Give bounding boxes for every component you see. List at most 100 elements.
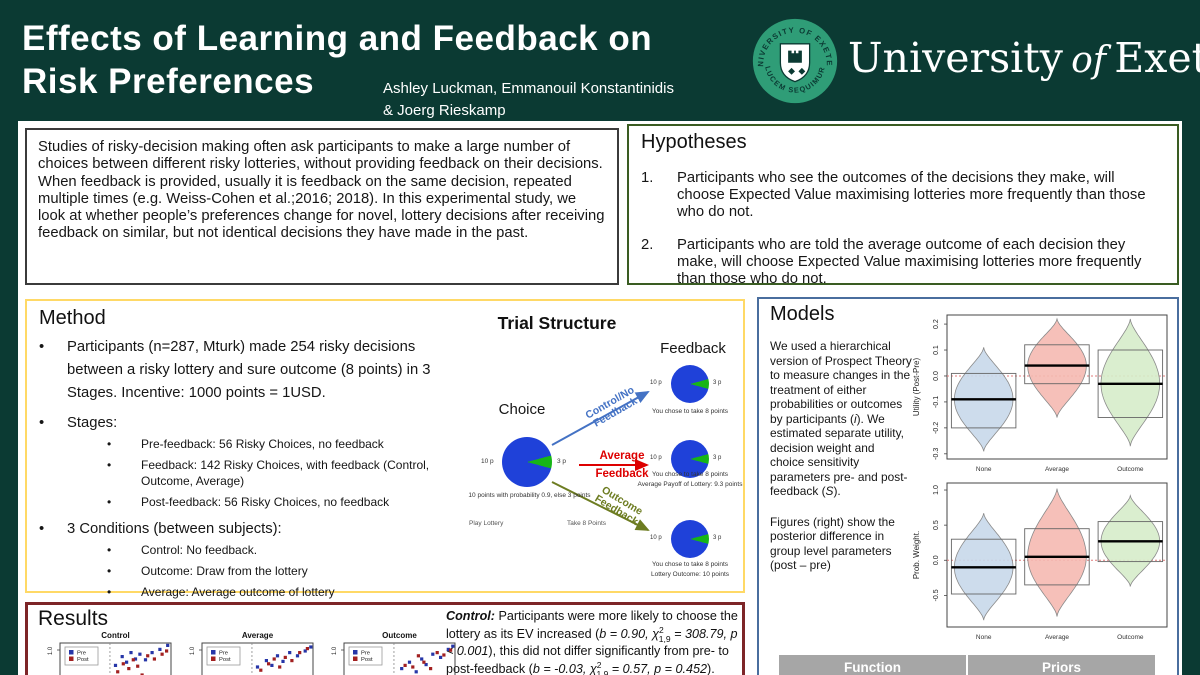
pie-label-10p: 10 p xyxy=(481,458,494,465)
average-arrow-label-top: Average xyxy=(599,450,645,462)
pie-label-3p: 3 p xyxy=(713,535,722,541)
play-lottery-button: Play Lottery xyxy=(469,520,504,527)
svg-text:0.0: 0.0 xyxy=(933,371,940,381)
method-condition-item: • Control: No feedback. xyxy=(107,542,437,558)
method-condition-item: • Average: Average outcome of lottery xyxy=(107,584,437,600)
chi-square-symbol: χ xyxy=(652,627,660,642)
svg-text:Post: Post xyxy=(77,657,89,663)
scatter-plot-outcome: Outcome 1.0 Pre Post xyxy=(320,629,460,675)
control-feedback-arrow xyxy=(551,391,650,446)
feedback-pie-average xyxy=(671,440,709,478)
feedback-control-caption: You chose to take 8 points xyxy=(651,408,728,415)
university-crest-logo: UNIVERSITY OF EXETER · LUCEM SEQUIMUR · xyxy=(749,11,838,104)
method-bullet-participants: • Participants (n=287, Mturk) made 254 r… xyxy=(39,336,449,405)
svg-text:1.0: 1.0 xyxy=(332,646,338,655)
svg-text:Average: Average xyxy=(1045,466,1069,473)
pie-label-3p: 3 p xyxy=(557,458,567,465)
svg-text:0.0: 0.0 xyxy=(933,555,940,565)
svg-text:Pre: Pre xyxy=(77,651,86,657)
method-bullet-text: Participants (n=287, Mturk) made 254 ris… xyxy=(67,339,431,401)
method-stage-item: • Pre-feedback: 56 Risky Choices, no fee… xyxy=(107,436,437,452)
introduction-box: Studies of risky-decision making often a… xyxy=(25,128,619,285)
method-stage-item: • Feedback: 142 Risky Choices, with feed… xyxy=(107,457,437,489)
svg-text:1.0: 1.0 xyxy=(190,646,196,655)
models-heading: Models xyxy=(770,303,835,325)
hypothesis-text: Participants who are told the average ou… xyxy=(677,237,1142,288)
poster-title-line1: Effects of Learning and Feedback on xyxy=(22,19,653,58)
choice-pie-caption: 10 points with probability 0.9, else 3 p… xyxy=(468,492,591,499)
prob-weight-violin-plot: 1.0 0.5 0.0 -0.5 Prob. Weight. None Average Out… xyxy=(909,477,1175,648)
stage-text: Pre-feedback: 56 Risky Choices, no feedb… xyxy=(141,436,384,451)
trial-structure-title: Trial Structure xyxy=(497,313,617,333)
models-paragraph-2: Figures (right) show the posterior diffe… xyxy=(770,514,895,573)
models-description: We used a hierarchical version of Prospe… xyxy=(770,339,912,589)
svg-text:Average: Average xyxy=(1045,634,1069,641)
trial-structure-diagram: Trial Structure Feedback Choice Control/… xyxy=(447,307,745,589)
wordmark-exeter: Exeter xyxy=(1114,34,1200,82)
hypothesis-item: 1. Participants who see the outcomes of … xyxy=(641,170,1165,221)
condition-text: Control: No feedback. xyxy=(141,542,258,557)
poster-title: Effects of Learning and Feedback on Risk… xyxy=(22,18,652,103)
svg-text:Pre: Pre xyxy=(219,651,228,657)
introduction-text: Studies of risky-decision making often a… xyxy=(38,139,605,242)
feedback-average-caption: You chose to take 8 points Average Payof… xyxy=(637,471,743,488)
authors-line1: Ashley Luckman, Emmanouil Konstantinidis xyxy=(383,80,674,97)
svg-text:-0.1: -0.1 xyxy=(933,396,940,408)
svg-text:Prob. Weight.: Prob. Weight. xyxy=(912,531,921,579)
svg-text:Post: Post xyxy=(361,657,373,663)
method-bullet-text: 3 Conditions (between subjects): xyxy=(67,520,282,537)
svg-text:Control: Control xyxy=(101,631,129,640)
svg-text:Outcome: Outcome xyxy=(382,631,417,640)
university-wordmark: University of Exeter xyxy=(848,34,1200,82)
authors-line2: & Joerg Rieskamp xyxy=(383,101,506,119)
models-paragraph-1: We used a hierarchical version of Prospe… xyxy=(770,339,912,499)
average-arrow-label-bottom: Feedback xyxy=(595,468,649,480)
svg-text:Average: Average xyxy=(242,631,274,640)
svg-text:0.2: 0.2 xyxy=(933,319,940,329)
bullet-glyph: • xyxy=(107,457,112,472)
scatter-plot-control: Control 1.0 Pre Post xyxy=(36,629,176,675)
utility-violin-plot: 0.2 0.1 0.0 -0.1 -0.2 -0.3 Utility (Post-Pre) N… xyxy=(909,309,1175,480)
bullet-glyph: • xyxy=(107,542,112,557)
svg-text:None: None xyxy=(976,634,992,641)
method-bullet-conditions: • 3 Conditions (between subjects): xyxy=(39,521,731,537)
pie-label-10p: 10 p xyxy=(650,535,662,541)
feedback-column-label: Feedback xyxy=(660,340,726,357)
feedback-pie-control xyxy=(671,365,709,403)
svg-text:Utility (Post-Pre): Utility (Post-Pre) xyxy=(912,358,921,417)
results-heading: Results xyxy=(38,607,109,630)
param-i-symbol: i xyxy=(853,411,857,426)
chi-square-symbol: χ xyxy=(589,662,597,675)
control-results-note: Control: Participants were more likely t… xyxy=(446,609,738,675)
svg-text:Outcome: Outcome xyxy=(1117,466,1144,473)
feedback-pie-outcome xyxy=(671,520,709,558)
param-s-symbol: S xyxy=(825,484,834,499)
bullet-glyph: • xyxy=(107,436,112,451)
svg-text:0.5: 0.5 xyxy=(933,520,940,530)
svg-text:-0.3: -0.3 xyxy=(933,448,940,460)
bullet-glyph: • xyxy=(39,414,45,431)
method-stage-item: • Post-feedback: 56 Risky Choices, no fe… xyxy=(107,494,437,510)
trial-arrows xyxy=(551,391,650,531)
svg-text:Post: Post xyxy=(219,657,231,663)
svg-text:0.1: 0.1 xyxy=(933,345,940,355)
method-heading: Method xyxy=(39,307,106,329)
stage-text: Post-feedback: 56 Risky Choices, no feed… xyxy=(141,495,390,510)
hypothesis-number: 2. xyxy=(641,237,654,254)
outcome-feedback-arrow xyxy=(551,481,650,531)
hypothesis-item: 2. Participants who are told the average… xyxy=(641,237,1165,288)
svg-text:1.0: 1.0 xyxy=(933,485,940,495)
condition-text: Outcome: Draw from the lottery xyxy=(141,563,308,578)
svg-text:None: None xyxy=(976,466,992,473)
models-box: Models We used a hierarchical version of… xyxy=(757,297,1179,675)
svg-text:-0.5: -0.5 xyxy=(933,589,940,601)
hypotheses-box: Hypotheses 1. Participants who see the o… xyxy=(627,124,1179,288)
method-condition-item: • Outcome: Draw from the lottery xyxy=(107,563,437,579)
svg-text:Pre: Pre xyxy=(361,651,370,657)
feedback-outcome-caption: You chose to take 8 points Lottery Outco… xyxy=(650,561,730,578)
crest-castle-icon xyxy=(788,50,802,63)
hypotheses-heading: Hypotheses xyxy=(641,131,747,153)
hypothesis-number: 1. xyxy=(641,170,654,186)
svg-text:1.0: 1.0 xyxy=(48,646,54,655)
